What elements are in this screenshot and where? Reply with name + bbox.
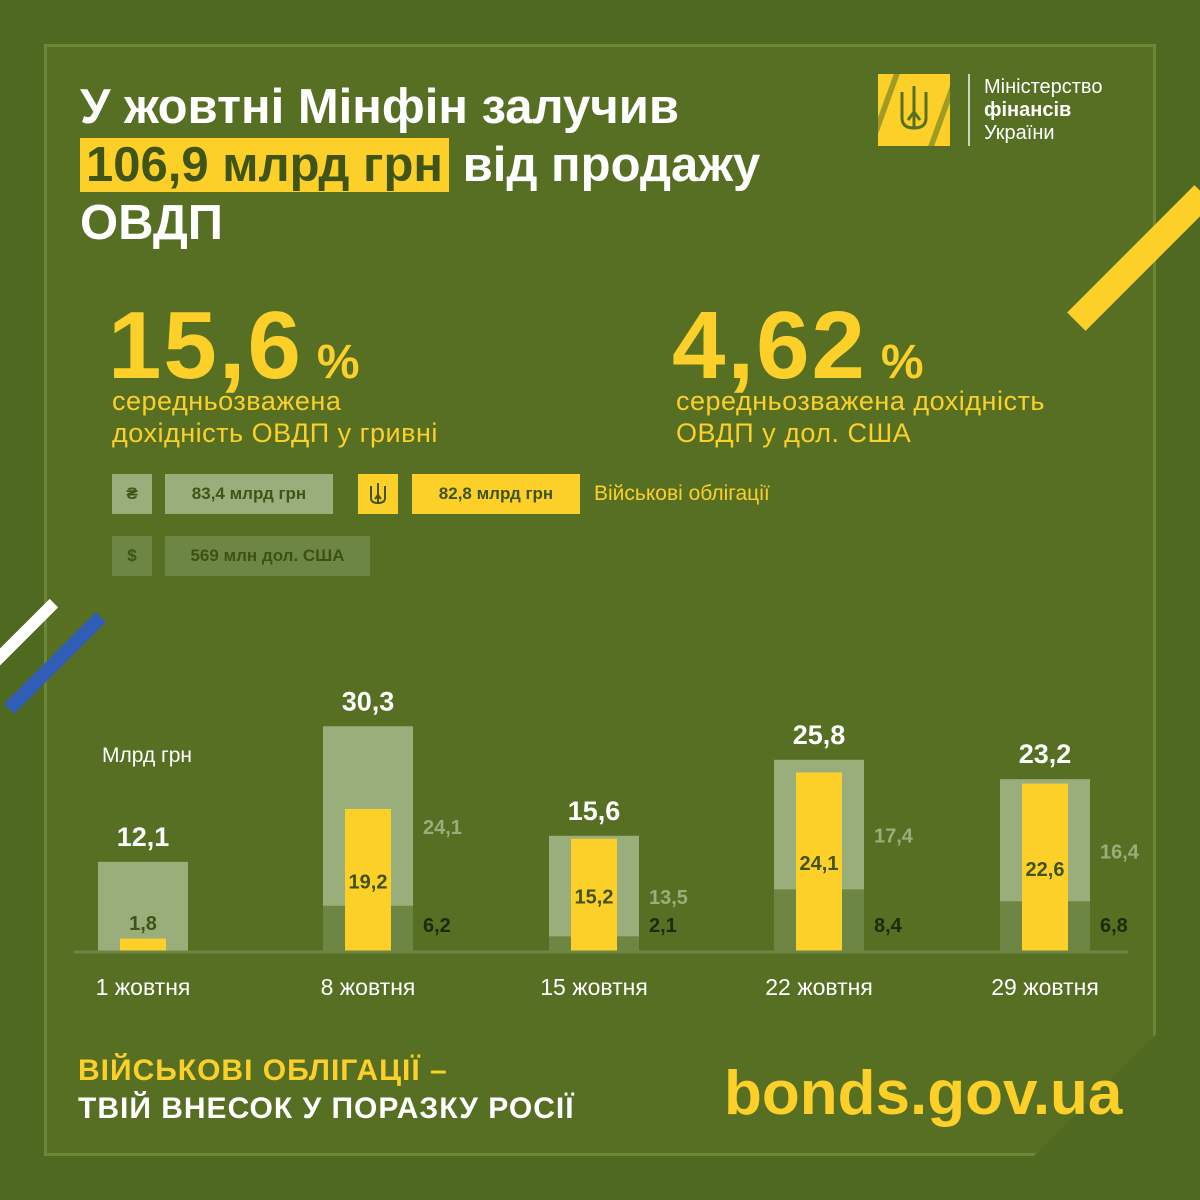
legend-uah-symbol: ₴ (112, 474, 152, 514)
usd-yield-description: середньозважена дохідність ОВДП у дол. С… (676, 386, 1045, 448)
usd-value-label: 6,2 (423, 915, 451, 937)
legend-usd-symbol: $ (112, 536, 152, 576)
x-tick-label: 1 жовтня (96, 974, 191, 1000)
usd-value-label: 6,8 (1100, 915, 1128, 937)
website-link[interactable]: bonds.gov.ua (724, 1059, 1123, 1128)
page-title: У жовтні Мінфін залучив 106,9 млрд грн в… (80, 78, 760, 252)
military-value-label: 1,8 (129, 913, 157, 935)
ministry-logo (872, 68, 956, 152)
bar-total-label: 30,3 (342, 686, 395, 716)
legend-usd-amount: 569 млн дол. США (165, 536, 370, 576)
military-bar (796, 772, 842, 952)
title-line-2-rest: від продажу (448, 138, 761, 192)
content-frame (44, 44, 1156, 1156)
bar-total-label: 25,8 (793, 720, 846, 750)
uah-yield-description: середньозважена дохідність ОВДП у гривні (112, 386, 438, 448)
bar-total-label: 23,2 (1019, 739, 1072, 769)
footer-slogan: ВІЙСЬКОВІ ОБЛІГАЦІЇ – ТВІЙ ВНЕСОК У ПОРА… (78, 1052, 574, 1128)
uah-value-label: 13,5 (649, 887, 688, 909)
title-highlight-amount: 106,9 млрд грн (80, 138, 449, 192)
x-tick-label: 15 жовтня (540, 974, 648, 1000)
legend-military-label: Військові облігації (594, 482, 770, 505)
trident-icon (872, 68, 956, 152)
trident-icon (370, 483, 386, 505)
uah-yield-value: 15,6% (108, 292, 362, 399)
military-value-label: 19,2 (349, 871, 388, 893)
legend-uah-amount: 83,4 млрд грн (165, 474, 333, 514)
uah-value-label: 24,1 (423, 817, 462, 839)
frame-corner-cut (1030, 1030, 1160, 1160)
military-bar (120, 938, 166, 952)
title-line-3: ОВДП (80, 196, 223, 250)
military-bar (571, 838, 617, 952)
ministry-name: Міністерство фінансів України (984, 76, 1103, 144)
footer-slogan-line-1: ВІЙСЬКОВІ ОБЛІГАЦІЇ – (78, 1054, 448, 1087)
legend-military-icon (358, 474, 398, 514)
x-tick-label: 22 жовтня (765, 974, 873, 1000)
x-tick-label: 8 жовтня (321, 974, 416, 1000)
military-bar (1022, 783, 1068, 952)
usd-value-label: 2,1 (649, 915, 677, 937)
uah-value-label: 17,4 (874, 826, 914, 848)
legend-military-amount: 82,8 млрд грн (412, 474, 580, 514)
title-line-1: У жовтні Мінфін залучив (80, 80, 679, 134)
logo-separator (968, 74, 970, 146)
x-tick-label: 29 жовтня (991, 974, 1099, 1000)
chart-unit-label: Млрд грн (102, 744, 192, 767)
military-value-label: 24,1 (800, 853, 839, 875)
footer-slogan-line-2: ТВІЙ ВНЕСОК У ПОРАЗКУ РОСІЇ (78, 1092, 575, 1125)
usd-value-label: 8,4 (874, 915, 903, 937)
uah-bar (98, 861, 188, 952)
uah-value-label: 16,4 (1100, 841, 1140, 863)
usd-yield-value: 4,62% (672, 292, 926, 399)
military-value-label: 22,6 (1026, 859, 1065, 881)
bar-total-label: 12,1 (117, 822, 170, 852)
military-bar (345, 808, 391, 952)
bar-total-label: 15,6 (568, 796, 621, 826)
military-value-label: 15,2 (575, 886, 614, 908)
bond-sales-chart: Млрд грн 12,1 1,8 1 жовтня 30,3 19,2 24,1 6,2 8 … (74, 686, 1140, 1000)
